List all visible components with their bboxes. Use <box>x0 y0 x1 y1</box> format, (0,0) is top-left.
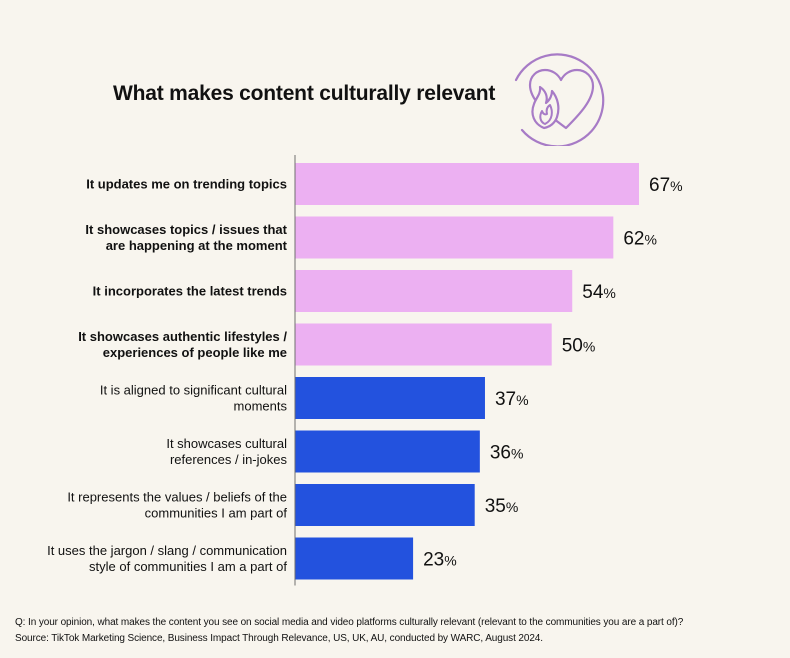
bar-4 <box>295 323 552 366</box>
chart-title: What makes content culturally relevant <box>113 82 496 105</box>
category-label-5: It is aligned to significant cultural mom… <box>100 383 288 414</box>
category-label-8: It uses the jargon / slang / communicati… <box>47 543 287 574</box>
value-label-5: 37% <box>495 389 529 410</box>
value-label-1: 67% <box>649 175 683 196</box>
bar-3 <box>295 270 573 312</box>
bar-7 <box>295 484 475 526</box>
footnote-question: Q: In your opinion, what makes the conte… <box>15 617 684 628</box>
bar-8 <box>295 537 414 580</box>
category-label-3: It incorporates the latest trends <box>93 284 287 299</box>
bar-6 <box>295 430 480 473</box>
bar-2 <box>295 216 614 259</box>
category-label-2: It showcases topics / issues that are hap… <box>85 222 287 253</box>
value-label-3: 54% <box>582 282 616 303</box>
value-label-4: 50% <box>562 336 596 357</box>
value-label-6: 36% <box>490 443 524 464</box>
value-label-2: 62% <box>623 229 657 250</box>
category-label-7: It represents the values / beliefs of th… <box>67 490 287 521</box>
category-label-4: It showcases authentic lifestyles / exper… <box>78 329 287 360</box>
category-label-6: It showcases cultural references / in-jok… <box>166 436 287 467</box>
value-label-7: 35% <box>485 496 519 517</box>
footnote-source: Source: TikTok Marketing Science, Busine… <box>15 633 543 644</box>
category-label-1: It updates me on trending topics <box>86 177 287 192</box>
bar-5 <box>295 377 485 419</box>
value-label-8: 23% <box>423 550 457 571</box>
bar-1 <box>295 163 639 205</box>
heart-flame-icon <box>514 53 605 146</box>
